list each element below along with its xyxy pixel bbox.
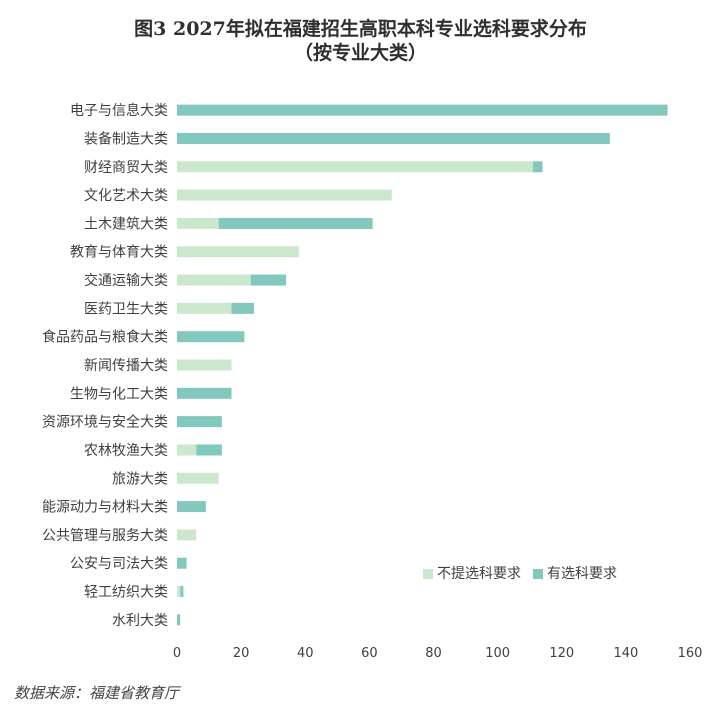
legend-swatch-no-requirement	[423, 569, 433, 579]
y-tick-label: 医药卫生大类	[84, 301, 168, 317]
bar-with-requirement	[180, 586, 184, 598]
bar-with-requirement	[177, 416, 222, 428]
bar-with-requirement	[231, 302, 254, 314]
y-tick-label: 旅游大类	[112, 471, 168, 487]
y-tick-label: 水利大类	[112, 613, 168, 629]
y-tick-label: 公共管理与服务大类	[42, 528, 168, 544]
x-axis-ticks: 0 20 40 60 80 100 120 140 160	[173, 646, 703, 661]
x-tick-label: 160	[678, 646, 703, 661]
legend-swatch-with-requirement	[533, 569, 543, 579]
y-tick-label: 生物与化工大类	[70, 386, 168, 402]
y-tick-label: 公安与司法大类	[70, 556, 168, 572]
bar-no-requirement	[177, 302, 232, 314]
bar-no-requirement	[177, 246, 299, 258]
bar-with-requirement	[218, 217, 373, 229]
bar-no-requirement	[177, 444, 197, 456]
y-tick-label: 电子与信息大类	[70, 102, 168, 119]
bar-no-requirement	[177, 217, 219, 229]
bar-no-requirement	[177, 161, 533, 173]
bar-with-requirement	[177, 557, 187, 569]
y-tick-label: 轻工纺织大类	[84, 585, 168, 601]
bar-no-requirement	[177, 472, 219, 484]
x-tick-label: 140	[613, 646, 638, 661]
x-tick-label: 20	[233, 646, 250, 661]
data-source-note: 数据来源：福建省教育厅	[14, 684, 180, 702]
y-tick-label: 能源动力与材料大类	[42, 500, 168, 516]
x-tick-label: 60	[361, 646, 378, 661]
x-tick-label: 40	[297, 646, 314, 661]
x-tick-label: 100	[485, 646, 510, 661]
chart-title: 图3 2027年拟在福建招生高职本科专业选科要求分布	[134, 18, 587, 40]
y-tick-label: 资源环境与安全大类	[42, 414, 168, 431]
chart-subtitle: （按专业大类）	[293, 42, 427, 64]
bar-no-requirement	[177, 189, 392, 201]
y-axis-labels: 电子与信息大类装备制造大类财经商贸大类文化艺术大类土木建筑大类教育与体育大类交通…	[42, 102, 168, 629]
x-tick-label: 80	[425, 646, 442, 661]
bar-no-requirement	[177, 274, 251, 286]
bar-with-requirement	[177, 501, 206, 513]
bar-no-requirement	[177, 586, 181, 598]
bar-no-requirement	[177, 529, 197, 541]
bar-with-requirement	[177, 331, 245, 343]
y-tick-label: 新闻传播大类	[84, 358, 168, 374]
legend-label: 有选科要求	[547, 566, 617, 582]
bar-with-requirement	[177, 387, 232, 399]
bars-group	[177, 104, 668, 626]
bar-with-requirement	[177, 132, 610, 144]
y-tick-label: 教育与体育大类	[70, 245, 168, 261]
y-tick-label: 文化艺术大类	[84, 188, 168, 204]
bar-with-requirement	[532, 161, 543, 173]
y-tick-label: 交通运输大类	[84, 272, 168, 289]
legend-label: 不提选科要求	[437, 566, 521, 582]
bar-with-requirement	[196, 444, 222, 456]
y-tick-label: 装备制造大类	[84, 130, 168, 147]
bar-with-requirement	[177, 614, 181, 626]
y-tick-label: 土木建筑大类	[84, 216, 168, 232]
bar-with-requirement	[250, 274, 287, 286]
legend: 不提选科要求 有选科要求	[423, 566, 617, 582]
x-tick-label: 120	[549, 646, 574, 661]
y-tick-label: 农林牧渔大类	[84, 443, 168, 459]
y-tick-label: 食品药品与粮食大类	[42, 329, 168, 346]
bar-no-requirement	[177, 359, 232, 371]
y-tick-label: 财经商贸大类	[84, 160, 168, 176]
bar-with-requirement	[177, 104, 668, 116]
x-tick-label: 0	[173, 646, 181, 661]
